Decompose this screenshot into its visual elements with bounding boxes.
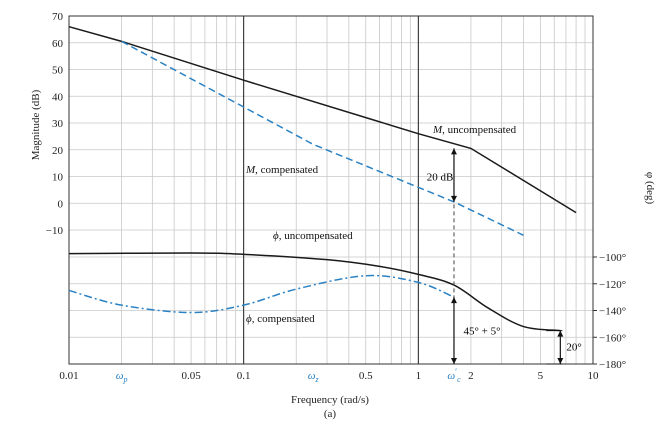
phi-uncomp-label-rest: , uncompensated: [279, 230, 353, 242]
left-y-tick-label: 10: [52, 172, 64, 184]
right-y-tick-label: −180°: [599, 359, 626, 371]
arrow-20db-head-down: [450, 195, 457, 202]
right-y-axis-title: φ (deg): [644, 172, 656, 205]
series-group: [68, 25, 577, 332]
arrow-20deg-head-up: [557, 330, 564, 337]
x-tick-sub: p: [122, 375, 127, 384]
left-y-tick-label: 60: [52, 38, 64, 50]
x-tick-main: ω: [447, 370, 455, 382]
x-tick-main: 2: [468, 370, 474, 382]
arrow-phase-margin-head-up: [450, 297, 457, 304]
left-y-axis-title: Magnitude (dB): [30, 89, 42, 160]
arrow-20deg-head-down: [557, 358, 564, 364]
m-compensated-line: [121, 40, 524, 236]
figure-caption: (a): [324, 408, 337, 420]
marker-lines: [243, 16, 419, 364]
phi-comp-label-rest: , compensated: [252, 313, 315, 325]
x-tick-label: 0.5: [359, 370, 373, 382]
right-y-tick-label: −100°: [599, 252, 626, 264]
x-tick-sub: z: [315, 375, 320, 384]
x-tick-main: 0.5: [359, 370, 373, 382]
phi-uncomp-label: ϕ, uncompensated: [273, 230, 353, 242]
x-tick-omega: ωp: [116, 370, 128, 384]
right-y-tick-label: −140°: [599, 306, 626, 318]
m-uncompensated-line: [68, 25, 577, 214]
m-uncomp-label: M, uncompensated: [432, 124, 517, 136]
phi-uncompensated-line: [68, 252, 561, 332]
x-tick-main: 1: [416, 370, 422, 382]
left-y-tick-label: 40: [52, 91, 64, 103]
x-tick-prime: ′: [455, 367, 457, 377]
x-tick-main: 0.05: [181, 370, 201, 382]
left-y-tick-label: 0: [58, 198, 64, 210]
x-tick-label: 10: [588, 370, 600, 382]
x-tick-main: ω: [116, 370, 124, 382]
left-y-tick-label: −10: [46, 225, 64, 237]
m-comp-label: M, compensated: [245, 164, 319, 176]
left-y-tick-label: 70: [52, 11, 64, 23]
x-tick-main: ω: [308, 370, 316, 382]
m-uncomp-label-rest: , uncompensated: [442, 124, 516, 136]
x-tick-labels: 0.01 ωp 0.05 0.1 ωz 0.5 1 ω′c 2 5 10: [59, 367, 599, 384]
left-y-tick-label: 20: [52, 145, 64, 157]
x-tick-main: 5: [538, 370, 544, 382]
x-tick-main: 10: [588, 370, 600, 382]
left-y-tick-label: 50: [52, 65, 64, 77]
annotation-group: 20 dB 45° + 5° 20°: [427, 148, 582, 365]
x-tick-label: 0.05: [181, 370, 201, 382]
x-tick-omega: ω′c: [447, 367, 461, 384]
grid-lines: [68, 15, 593, 365]
x-axis-title: Frequency (rad/s): [291, 394, 369, 406]
plot-frame: [68, 15, 594, 365]
arrow-20db-head-up: [450, 148, 457, 155]
label-20db: 20 dB: [427, 172, 454, 184]
x-tick-main: 0.1: [237, 370, 251, 382]
x-tick-label: 1: [416, 370, 422, 382]
right-y-tick-label: −120°: [599, 279, 626, 291]
x-tick-label: 0.01: [59, 370, 78, 382]
left-y-tick-labels: 70 60 50 40 30 20 10 0 −10: [46, 11, 64, 237]
label-20deg: 20°: [566, 342, 581, 354]
label-phase-margin: 45° + 5°: [463, 326, 500, 338]
x-tick-label: 2: [468, 370, 474, 382]
right-y-tick-label: −160°: [599, 332, 626, 344]
x-tick-label: 0.1: [237, 370, 251, 382]
x-tick-omega: ωz: [308, 370, 320, 384]
x-tick-label: 5: [538, 370, 544, 382]
phi-compensated-line: [68, 274, 455, 314]
arrow-phase-margin-head-down: [450, 358, 457, 364]
m-comp-label-rest: , compensated: [255, 164, 318, 176]
right-y-tick-labels: −100° −120° −140° −160° −180°: [593, 252, 626, 371]
phi-comp-label: ϕ, compensated: [246, 313, 315, 325]
x-tick-sub: c: [457, 375, 461, 384]
x-tick-main: 0.01: [59, 370, 78, 382]
left-y-tick-label: 30: [52, 118, 64, 130]
